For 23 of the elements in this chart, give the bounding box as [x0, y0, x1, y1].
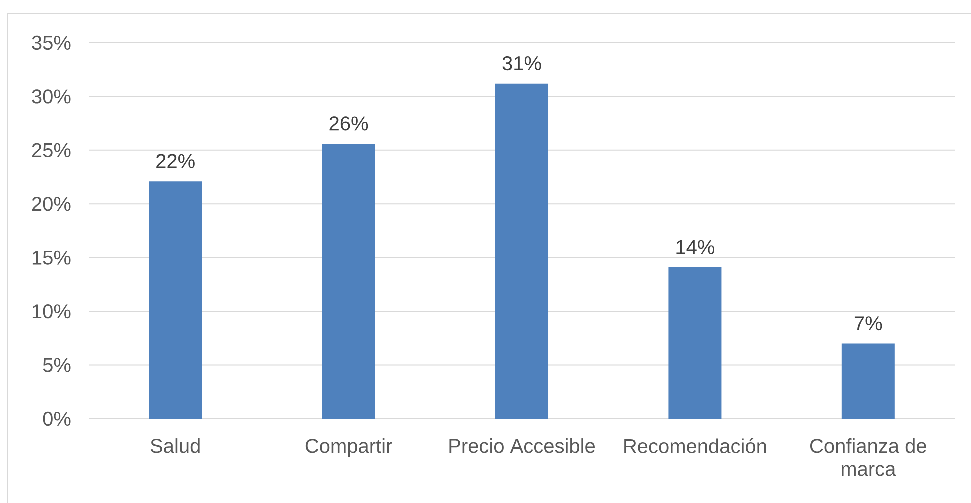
bar — [496, 84, 549, 419]
x-tick-label: Precio Accesible — [450, 438, 595, 454]
data-label: 31% — [502, 56, 542, 71]
y-tick-label: 20% — [32, 197, 71, 212]
bar — [668, 268, 722, 419]
bar — [322, 144, 376, 419]
y-tick-label: 35% — [32, 36, 71, 50]
data-label: 26% — [330, 116, 368, 131]
data-label: 22% — [156, 154, 195, 168]
y-tick-label: 15% — [32, 250, 71, 265]
data-label: 7% — [854, 316, 882, 331]
x-tick-label: Confianza de marca — [810, 438, 926, 476]
bar — [149, 182, 202, 419]
x-tick-label: Salud — [150, 438, 200, 454]
data-label: 14% — [676, 240, 714, 254]
bar — [842, 344, 895, 419]
y-tick-label: 5% — [43, 358, 71, 372]
x-tick-label: Compartir — [306, 438, 392, 458]
x-tick-label: Recomendación — [624, 438, 766, 454]
y-tick-label: 0% — [43, 412, 71, 426]
y-tick-label: 10% — [32, 304, 71, 319]
y-tick-label: 25% — [32, 143, 71, 158]
y-tick-label: 30% — [32, 90, 71, 104]
